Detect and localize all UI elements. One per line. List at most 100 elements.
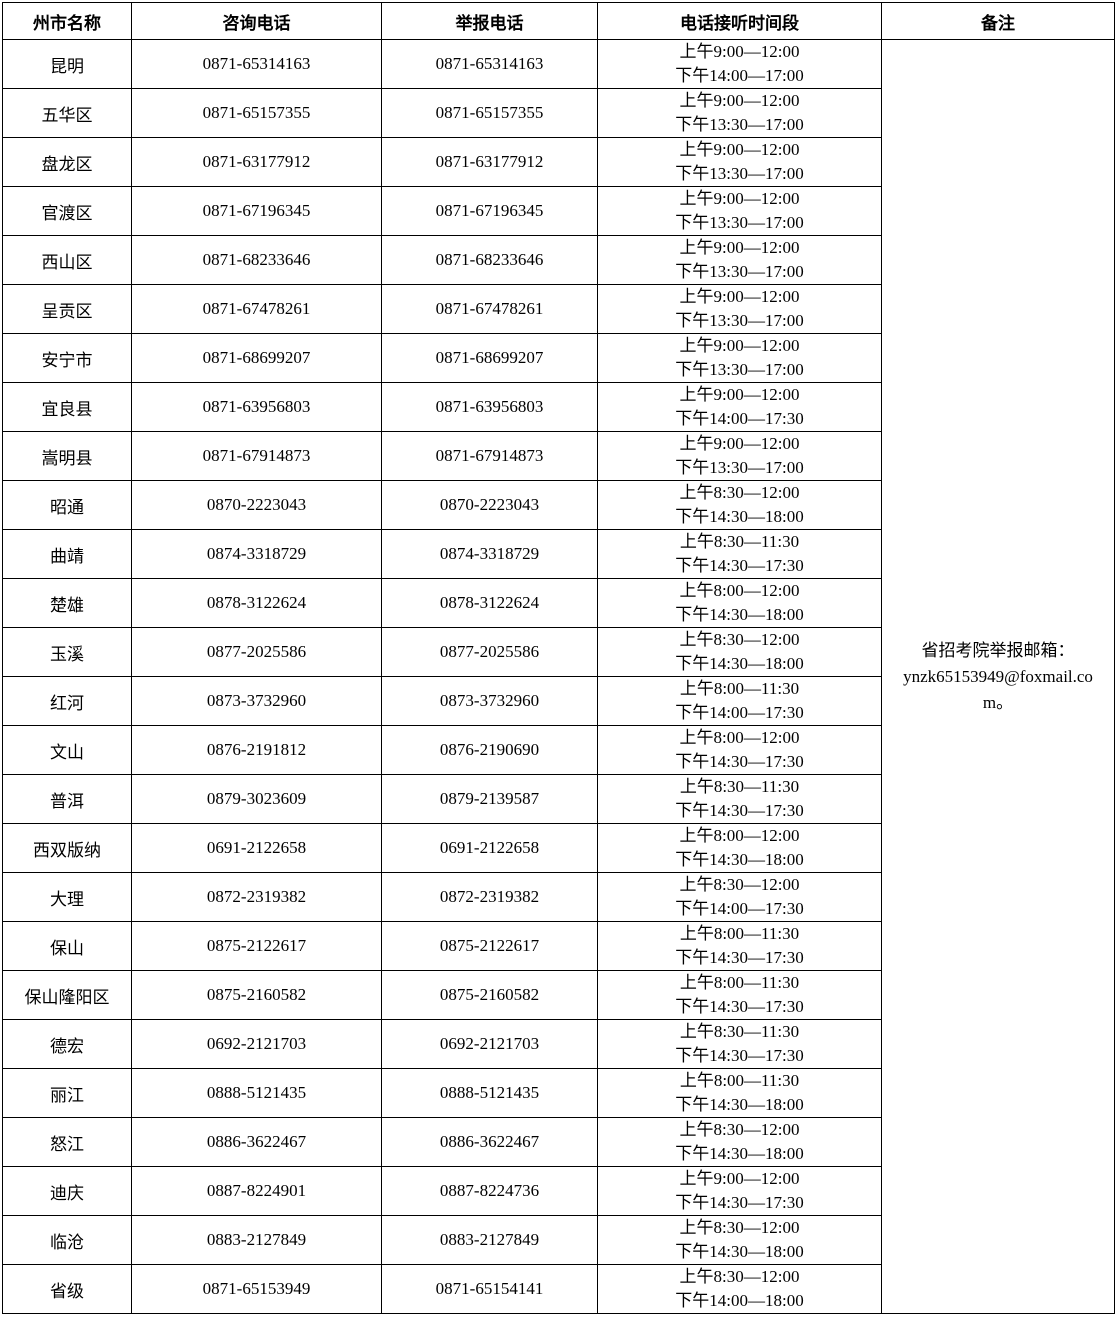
report-phone-cell: 0887-8224736: [381, 1166, 598, 1216]
answer-time-cell: 上午8:30—12:00 下午14:30—18:00: [597, 1117, 882, 1167]
table-row: 丽江 0888-5121435 0888-5121435 上午8:00—11:30 下午…: [2, 1068, 1115, 1118]
pm-time: 下午14:30—17:30: [675, 752, 804, 771]
consult-phone-cell: 0692-2121703: [131, 1019, 382, 1069]
pm-time: 下午14:30—18:00: [675, 605, 804, 624]
answer-time-cell: 上午9:00—12:00 下午13:30—17:00: [597, 88, 882, 138]
table-row: 大理 0872-2319382 0872-2319382 上午8:30—12:00 下午…: [2, 872, 1115, 922]
pm-time: 下午14:30—18:00: [675, 1144, 804, 1163]
am-time: 上午9:00—12:00: [679, 91, 800, 110]
am-time: 上午8:30—12:00: [679, 1120, 800, 1139]
city-name-cell: 西山区: [2, 235, 132, 285]
report-phone-cell: 0870-2223043: [381, 480, 598, 530]
answer-time-cell: 上午9:00—12:00 下午13:30—17:00: [597, 235, 882, 285]
city-name-cell: 昭通: [2, 480, 132, 530]
report-phone-cell: 0871-63956803: [381, 382, 598, 432]
city-name-cell: 临沧: [2, 1215, 132, 1265]
table-row: 楚雄 0878-3122624 0878-3122624 上午8:00—12:00 下午…: [2, 578, 1115, 628]
consult-phone-cell: 0873-3732960: [131, 676, 382, 726]
report-phone-cell: 0871-65314163: [381, 39, 598, 89]
am-time: 上午8:30—12:00: [679, 1218, 800, 1237]
report-phone-cell: 0872-2319382: [381, 872, 598, 922]
pm-time: 下午13:30—17:00: [675, 115, 804, 134]
report-phone-cell: 0878-3122624: [381, 578, 598, 628]
pm-time: 下午13:30—17:00: [675, 213, 804, 232]
table-row: 迪庆 0887-8224901 0887-8224736 上午9:00—12:00 下午…: [2, 1166, 1115, 1216]
city-name-cell: 保山隆阳区: [2, 970, 132, 1020]
city-name-cell: 盘龙区: [2, 137, 132, 187]
header-cell-report-phone: 举报电话: [381, 2, 598, 40]
answer-time-cell: 上午9:00—12:00 下午14:00—17:00: [597, 39, 882, 89]
city-name-cell: 呈贡区: [2, 284, 132, 334]
consult-phone-cell: 0871-68699207: [131, 333, 382, 383]
city-name-cell: 西双版纳: [2, 823, 132, 873]
am-time: 上午8:30—12:00: [679, 1267, 800, 1286]
city-name-cell: 曲靖: [2, 529, 132, 579]
consult-phone-cell: 0886-3622467: [131, 1117, 382, 1167]
answer-time-cell: 上午8:30—12:00 下午14:00—18:00: [597, 1264, 882, 1314]
answer-time-cell: 上午8:00—11:30 下午14:30—18:00: [597, 1068, 882, 1118]
am-time: 上午9:00—12:00: [679, 385, 800, 404]
city-name-cell: 怒江: [2, 1117, 132, 1167]
pm-time: 下午13:30—17:00: [675, 360, 804, 379]
pm-time: 下午14:30—17:30: [675, 948, 804, 967]
answer-time-cell: 上午9:00—12:00 下午13:30—17:00: [597, 186, 882, 236]
am-time: 上午8:30—11:30: [679, 1022, 800, 1041]
phone-directory-table: 州市名称 咨询电话 举报电话 电话接听时间段 备注 昆明 0871-6531416…: [2, 2, 1115, 1314]
city-name-cell: 官渡区: [2, 186, 132, 236]
consult-phone-cell: 0871-67914873: [131, 431, 382, 481]
answer-time-cell: 上午9:00—12:00 下午14:30—17:30: [597, 1166, 882, 1216]
report-phone-cell: 0871-68699207: [381, 333, 598, 383]
answer-time-cell: 上午9:00—12:00 下午13:30—17:00: [597, 333, 882, 383]
consult-phone-cell: 0875-2160582: [131, 970, 382, 1020]
remark-label: 省招考院举报邮箱：: [921, 640, 1075, 660]
city-name-cell: 文山: [2, 725, 132, 775]
consult-phone-cell: 0887-8224901: [131, 1166, 382, 1216]
city-name-cell: 安宁市: [2, 333, 132, 383]
pm-time: 下午14:00—17:30: [675, 409, 804, 428]
report-phone-cell: 0871-65154141: [381, 1264, 598, 1314]
am-time: 上午8:00—11:30: [679, 924, 800, 943]
pm-time: 下午14:30—18:00: [675, 1242, 804, 1261]
consult-phone-cell: 0879-3023609: [131, 774, 382, 824]
table-header-row: 州市名称 咨询电话 举报电话 电话接听时间段 备注: [2, 2, 1115, 40]
report-phone-cell: 0879-2139587: [381, 774, 598, 824]
table-row: 保山 0875-2122617 0875-2122617 上午8:00—11:30 下午…: [2, 921, 1115, 971]
consult-phone-cell: 0872-2319382: [131, 872, 382, 922]
am-time: 上午8:00—12:00: [679, 728, 800, 747]
table-row: 红河 0873-3732960 0873-3732960 上午8:00—11:30 下午…: [2, 676, 1115, 726]
table-row: 宜良县 0871-63956803 0871-63956803 上午9:00—12:0…: [2, 382, 1115, 432]
report-phone-cell: 0875-2160582: [381, 970, 598, 1020]
consult-phone-cell: 0871-67196345: [131, 186, 382, 236]
report-phone-cell: 0871-68233646: [381, 235, 598, 285]
table-row: 省级 0871-65153949 0871-65154141 上午8:30—12:00…: [2, 1264, 1115, 1314]
answer-time-cell: 上午9:00—12:00 下午13:30—17:00: [597, 431, 882, 481]
report-phone-cell: 0871-67478261: [381, 284, 598, 334]
answer-time-cell: 上午9:00—12:00 下午13:30—17:00: [597, 137, 882, 187]
am-time: 上午8:00—12:00: [679, 581, 800, 600]
table-row: 昆明 0871-65314163 0871-65314163 上午9:00—12:00…: [2, 39, 1115, 1314]
report-phone-cell: 0873-3732960: [381, 676, 598, 726]
pm-time: 下午14:00—17:30: [675, 899, 804, 918]
pm-time: 下午14:30—18:00: [675, 1095, 804, 1114]
am-time: 上午8:00—12:00: [679, 826, 800, 845]
am-time: 上午8:00—11:30: [679, 973, 800, 992]
report-phone-cell: 0874-3318729: [381, 529, 598, 579]
pm-time: 下午14:30—17:30: [675, 801, 804, 820]
table-row: 西山区 0871-68233646 0871-68233646 上午9:00—12:0…: [2, 235, 1115, 285]
header-cell-remark: 备注: [881, 2, 1115, 40]
table-row: 怒江 0886-3622467 0886-3622467 上午8:30—12:00 下午…: [2, 1117, 1115, 1167]
remark-cell: 省招考院举报邮箱： ynzk65153949@foxmail.com。: [881, 39, 1115, 1314]
consult-phone-cell: 0871-65314163: [131, 39, 382, 89]
pm-time: 下午13:30—17:00: [675, 311, 804, 330]
header-cell-consult-phone: 咨询电话: [131, 2, 382, 40]
table-row: 五华区 0871-65157355 0871-65157355 上午9:00—12:0…: [2, 88, 1115, 138]
consult-phone-cell: 0871-65157355: [131, 88, 382, 138]
answer-time-cell: 上午8:30—11:30 下午14:30—17:30: [597, 1019, 882, 1069]
table-row: 昭通 0870-2223043 0870-2223043 上午8:30—12:00 下午…: [2, 480, 1115, 530]
consult-phone-cell: 0871-67478261: [131, 284, 382, 334]
am-time: 上午9:00—12:00: [679, 140, 800, 159]
answer-time-cell: 上午9:00—12:00 下午13:30—17:00: [597, 284, 882, 334]
am-time: 上午8:00—11:30: [679, 1071, 800, 1090]
header-cell-answer-time: 电话接听时间段: [597, 2, 882, 40]
report-phone-cell: 0871-63177912: [381, 137, 598, 187]
